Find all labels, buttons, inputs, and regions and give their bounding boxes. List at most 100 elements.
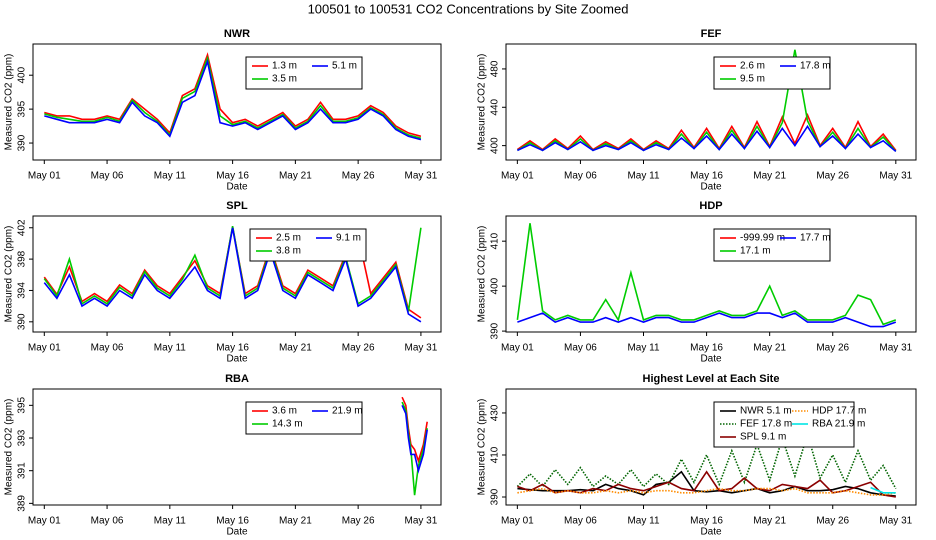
x-tick-label: May 06 xyxy=(91,516,124,527)
x-tick-label: May 01 xyxy=(501,171,534,182)
legend-label: 3.5 m xyxy=(272,74,297,85)
x-tick-label: May 26 xyxy=(342,171,375,182)
x-axis-label: Date xyxy=(226,527,248,538)
y-tick-label: 393 xyxy=(17,429,28,446)
x-tick-label: May 06 xyxy=(564,343,597,354)
plot-frame xyxy=(505,215,917,333)
x-tick-label: May 16 xyxy=(690,171,723,182)
panel-title: SPL xyxy=(226,200,248,212)
series-line xyxy=(517,312,897,328)
series-line xyxy=(44,58,422,141)
plot-frame xyxy=(32,388,442,506)
x-tick-label: May 01 xyxy=(28,516,61,527)
series-line xyxy=(870,486,896,494)
y-tick-label: 390 xyxy=(490,322,501,339)
x-axis-label: Date xyxy=(700,354,722,365)
legend-label: SPL 9.1 m xyxy=(740,432,786,443)
x-axis-label: Date xyxy=(226,354,248,365)
y-axis-label: Measured CO2 (ppm) xyxy=(477,54,488,151)
x-tick-label: May 06 xyxy=(564,516,597,527)
series-line xyxy=(516,431,897,489)
panel: NWR Date Measured CO2 (ppm) May 01 May 06 May… xyxy=(4,28,442,193)
y-tick-label: 394 xyxy=(17,282,28,299)
y-tick-label: 390 xyxy=(17,313,28,330)
panel: HDP Date Measured CO2 (ppm) May 01 May 06 May… xyxy=(477,200,917,365)
legend-label: 9.1 m xyxy=(336,233,361,244)
y-axis-label: Measured CO2 (ppm) xyxy=(477,399,488,496)
legend-box xyxy=(249,228,367,262)
y-axis-label: Measured CO2 (ppm) xyxy=(4,399,15,496)
series-line xyxy=(516,49,897,152)
legend-label: -999.99 m xyxy=(740,233,785,244)
x-tick-label: May 26 xyxy=(342,516,375,527)
x-tick-label: May 06 xyxy=(91,171,124,182)
y-tick-label: 430 xyxy=(490,404,501,421)
x-tick-label: May 06 xyxy=(564,171,597,182)
x-tick-label: May 26 xyxy=(816,516,849,527)
x-tick-label: May 31 xyxy=(405,343,438,354)
x-tick-label: May 16 xyxy=(690,516,723,527)
panel-title: Highest Level at Each Site xyxy=(643,373,780,385)
legend-label: 17.1 m xyxy=(740,246,771,257)
series-line xyxy=(516,223,897,326)
y-axis-label: Measured CO2 (ppm) xyxy=(4,54,15,151)
y-tick-label: 390 xyxy=(17,134,28,151)
x-tick-label: May 31 xyxy=(405,171,438,182)
legend-label: RBA 21.9 m xyxy=(812,419,865,430)
y-tick-label: 410 xyxy=(490,446,501,463)
series-line xyxy=(517,487,896,496)
plot-frame xyxy=(505,43,917,161)
x-tick-label: May 11 xyxy=(154,171,186,182)
legend-label: 17.8 m xyxy=(800,61,831,72)
x-tick-label: May 16 xyxy=(216,171,249,182)
x-tick-label: May 21 xyxy=(279,516,312,527)
x-tick-label: May 01 xyxy=(28,343,61,354)
x-tick-label: May 11 xyxy=(627,343,659,354)
x-tick-label: May 01 xyxy=(501,343,534,354)
x-tick-label: May 11 xyxy=(627,171,659,182)
legend-label: 14.3 m xyxy=(272,419,303,430)
plot-frame xyxy=(505,388,917,506)
x-tick-label: May 16 xyxy=(216,516,249,527)
x-tick-label: May 21 xyxy=(279,171,312,182)
x-tick-label: May 11 xyxy=(154,343,186,354)
x-tick-label: May 31 xyxy=(405,516,438,527)
x-tick-label: May 16 xyxy=(216,343,249,354)
series-line xyxy=(517,470,896,498)
x-axis-label: Date xyxy=(226,182,248,193)
y-axis-label: Measured CO2 (ppm) xyxy=(477,226,488,323)
series-line xyxy=(44,55,422,140)
series-line xyxy=(516,112,897,151)
x-tick-label: May 31 xyxy=(879,171,912,182)
panel-title: HDP xyxy=(699,200,722,212)
series-line xyxy=(44,52,422,138)
x-tick-label: May 26 xyxy=(816,171,849,182)
y-tick-label: 440 xyxy=(490,98,501,115)
plot-frame xyxy=(32,215,442,333)
x-tick-label: May 31 xyxy=(879,343,912,354)
series-line xyxy=(517,470,896,497)
plot-frame xyxy=(32,43,442,161)
legend-label: 9.5 m xyxy=(740,74,765,85)
series-line xyxy=(517,124,897,153)
legend-label: 3.6 m xyxy=(272,406,297,417)
y-tick-label: 391 xyxy=(17,462,28,479)
x-axis-label: Date xyxy=(700,182,722,193)
y-tick-label: 400 xyxy=(17,66,28,83)
page-title: 100501 to 100531 CO2 Concentrations by S… xyxy=(308,1,629,16)
legend-label: 21.9 m xyxy=(332,406,363,417)
y-tick-label: 390 xyxy=(490,488,501,505)
legend-label: HDP 17.7 m xyxy=(812,406,866,417)
x-tick-label: May 21 xyxy=(279,343,312,354)
x-tick-label: May 01 xyxy=(28,171,61,182)
panel-title: NWR xyxy=(224,28,250,40)
x-tick-label: May 26 xyxy=(816,343,849,354)
legend-label: 5.1 m xyxy=(332,61,357,72)
x-tick-label: May 11 xyxy=(627,516,659,527)
x-tick-label: May 16 xyxy=(690,343,723,354)
x-tick-label: May 21 xyxy=(753,516,786,527)
y-tick-label: 400 xyxy=(490,137,501,154)
legend-box xyxy=(713,401,855,448)
x-axis-label: Date xyxy=(700,527,722,538)
